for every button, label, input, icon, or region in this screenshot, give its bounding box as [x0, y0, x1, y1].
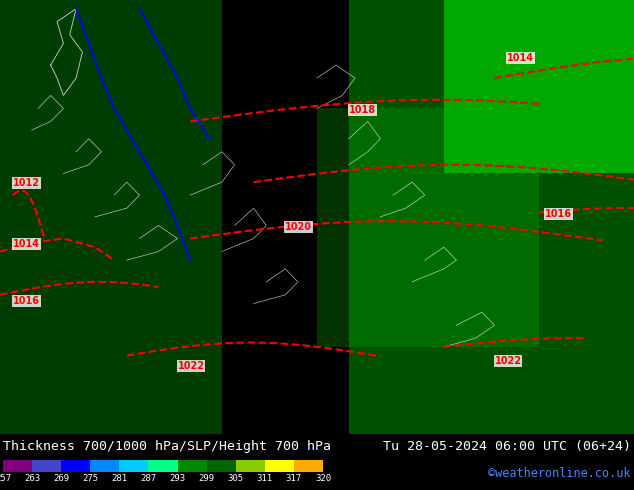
FancyBboxPatch shape	[178, 460, 207, 472]
Polygon shape	[317, 108, 539, 347]
Text: 1016: 1016	[13, 295, 40, 306]
FancyBboxPatch shape	[119, 460, 148, 472]
FancyBboxPatch shape	[32, 460, 61, 472]
Text: 281: 281	[112, 474, 127, 483]
Text: 317: 317	[286, 474, 302, 483]
Text: 263: 263	[24, 474, 40, 483]
Text: 1018: 1018	[349, 105, 376, 115]
Text: 1016: 1016	[545, 209, 573, 219]
Text: Tu 28-05-2024 06:00 UTC (06+24): Tu 28-05-2024 06:00 UTC (06+24)	[383, 440, 631, 453]
Text: 287: 287	[140, 474, 157, 483]
FancyBboxPatch shape	[294, 460, 323, 472]
Polygon shape	[0, 0, 222, 434]
Text: 257: 257	[0, 474, 11, 483]
Polygon shape	[349, 0, 634, 434]
Text: 320: 320	[315, 474, 331, 483]
Polygon shape	[444, 0, 634, 173]
FancyBboxPatch shape	[3, 460, 32, 472]
Text: 1012: 1012	[13, 178, 40, 189]
Text: 1014: 1014	[507, 53, 534, 63]
Text: 269: 269	[53, 474, 69, 483]
FancyBboxPatch shape	[90, 460, 119, 472]
Text: 305: 305	[228, 474, 244, 483]
FancyBboxPatch shape	[148, 460, 178, 472]
Text: Thickness 700/1000 hPa/SLP/Height 700 hPa: Thickness 700/1000 hPa/SLP/Height 700 hP…	[3, 440, 331, 453]
Text: 311: 311	[257, 474, 273, 483]
FancyBboxPatch shape	[265, 460, 294, 472]
Text: 299: 299	[198, 474, 215, 483]
Text: 1020: 1020	[285, 222, 313, 232]
Text: 1022: 1022	[495, 356, 522, 366]
Text: ©weatheronline.co.uk: ©weatheronline.co.uk	[489, 467, 631, 480]
Text: 293: 293	[169, 474, 186, 483]
Text: 1022: 1022	[178, 361, 205, 370]
FancyBboxPatch shape	[61, 460, 90, 472]
FancyBboxPatch shape	[207, 460, 236, 472]
FancyBboxPatch shape	[236, 460, 265, 472]
Text: 275: 275	[82, 474, 98, 483]
Text: 1014: 1014	[13, 239, 40, 249]
